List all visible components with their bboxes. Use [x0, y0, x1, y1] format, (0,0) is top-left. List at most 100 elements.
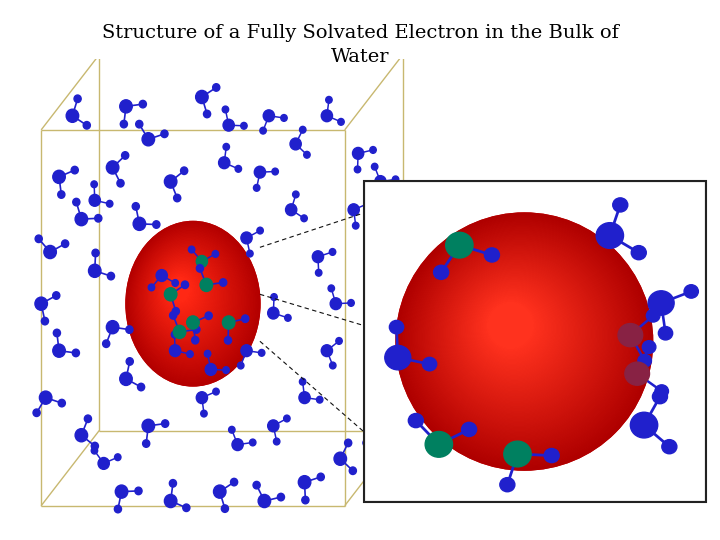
Circle shape	[200, 278, 212, 292]
Circle shape	[223, 367, 229, 374]
Ellipse shape	[150, 253, 220, 339]
Circle shape	[241, 345, 252, 356]
Circle shape	[66, 109, 78, 123]
Circle shape	[304, 151, 310, 158]
Ellipse shape	[459, 275, 570, 386]
Ellipse shape	[443, 259, 592, 408]
Circle shape	[613, 198, 628, 212]
Ellipse shape	[482, 297, 541, 356]
Circle shape	[53, 344, 66, 357]
Circle shape	[364, 200, 371, 207]
Ellipse shape	[463, 279, 565, 381]
Circle shape	[240, 123, 247, 129]
Circle shape	[379, 325, 391, 339]
Ellipse shape	[469, 284, 558, 373]
Circle shape	[73, 198, 80, 206]
Circle shape	[321, 110, 333, 122]
Circle shape	[225, 336, 232, 344]
Circle shape	[345, 439, 352, 447]
Circle shape	[292, 191, 299, 198]
Ellipse shape	[144, 245, 231, 352]
Ellipse shape	[415, 231, 629, 446]
Circle shape	[367, 252, 374, 260]
Circle shape	[330, 298, 341, 309]
Circle shape	[196, 90, 208, 104]
Ellipse shape	[130, 227, 253, 377]
Circle shape	[169, 345, 181, 356]
Circle shape	[425, 431, 453, 457]
Circle shape	[300, 379, 306, 385]
Ellipse shape	[396, 213, 652, 470]
Circle shape	[393, 379, 400, 387]
Circle shape	[385, 423, 392, 430]
Circle shape	[648, 291, 674, 315]
Circle shape	[257, 227, 264, 234]
Ellipse shape	[163, 269, 200, 315]
Circle shape	[197, 392, 207, 403]
Circle shape	[126, 326, 133, 333]
Ellipse shape	[411, 228, 633, 450]
Circle shape	[91, 447, 98, 454]
Circle shape	[95, 214, 102, 222]
Circle shape	[229, 427, 235, 433]
Ellipse shape	[152, 254, 218, 336]
Circle shape	[393, 276, 400, 283]
Circle shape	[181, 167, 188, 174]
Circle shape	[384, 231, 392, 238]
Circle shape	[89, 194, 100, 206]
Ellipse shape	[158, 263, 207, 323]
Circle shape	[98, 457, 109, 469]
Circle shape	[642, 341, 656, 353]
Circle shape	[272, 168, 279, 175]
Circle shape	[222, 316, 235, 329]
Ellipse shape	[400, 217, 648, 465]
Circle shape	[647, 309, 660, 322]
Circle shape	[161, 130, 168, 138]
Ellipse shape	[148, 250, 224, 343]
Ellipse shape	[166, 273, 195, 308]
Circle shape	[221, 505, 228, 512]
Circle shape	[186, 350, 193, 357]
Circle shape	[301, 215, 307, 222]
Ellipse shape	[147, 248, 225, 345]
Circle shape	[544, 449, 559, 463]
Ellipse shape	[424, 240, 616, 433]
Circle shape	[368, 266, 375, 274]
Ellipse shape	[162, 267, 202, 317]
Ellipse shape	[409, 226, 636, 453]
Circle shape	[372, 163, 378, 170]
Ellipse shape	[437, 253, 599, 416]
Circle shape	[334, 452, 346, 465]
Ellipse shape	[138, 236, 242, 364]
Ellipse shape	[169, 277, 189, 302]
Circle shape	[241, 232, 252, 244]
Circle shape	[277, 494, 284, 501]
Ellipse shape	[420, 237, 621, 438]
Circle shape	[363, 439, 370, 447]
Circle shape	[204, 350, 211, 357]
Circle shape	[120, 372, 132, 386]
Circle shape	[142, 419, 155, 433]
Circle shape	[238, 362, 244, 369]
Circle shape	[91, 181, 97, 188]
Circle shape	[281, 114, 287, 122]
Circle shape	[321, 345, 333, 356]
Ellipse shape	[128, 224, 256, 382]
Ellipse shape	[480, 295, 544, 359]
Circle shape	[377, 357, 383, 365]
Ellipse shape	[168, 276, 192, 304]
Ellipse shape	[428, 244, 611, 428]
Circle shape	[284, 314, 291, 321]
Circle shape	[171, 331, 178, 338]
Ellipse shape	[446, 262, 587, 403]
Ellipse shape	[126, 221, 260, 386]
Circle shape	[107, 161, 119, 174]
Circle shape	[220, 279, 227, 286]
Circle shape	[84, 415, 91, 422]
Ellipse shape	[398, 215, 650, 468]
Ellipse shape	[146, 247, 228, 347]
Circle shape	[213, 388, 219, 395]
Ellipse shape	[138, 237, 240, 362]
Circle shape	[312, 251, 323, 262]
Circle shape	[223, 144, 230, 150]
